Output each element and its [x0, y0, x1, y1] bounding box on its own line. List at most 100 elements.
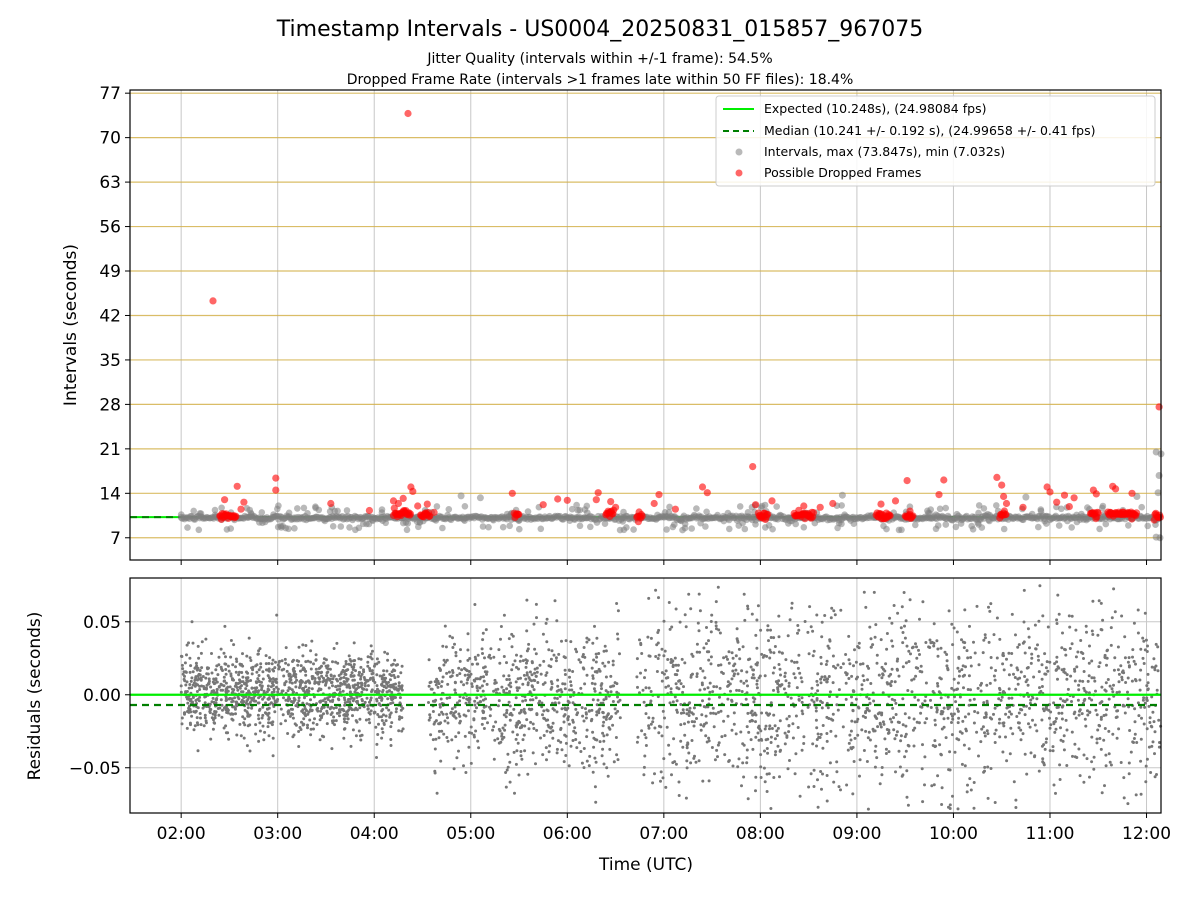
- residual-point: [308, 718, 312, 722]
- residual-point: [261, 677, 265, 681]
- residual-point: [545, 640, 549, 644]
- residual-point: [185, 643, 189, 647]
- interval-point: [1138, 503, 1145, 511]
- residual-point: [319, 688, 323, 692]
- residual-point: [1033, 623, 1037, 627]
- residual-point: [315, 681, 319, 685]
- residual-point: [1062, 748, 1066, 752]
- residual-point: [567, 722, 571, 726]
- residual-point: [929, 706, 933, 709]
- residual-point: [1138, 678, 1142, 682]
- residual-point: [244, 695, 248, 699]
- residual-point: [1106, 678, 1110, 681]
- residual-point: [509, 685, 513, 689]
- residual-point: [704, 714, 708, 718]
- residual-point: [271, 677, 275, 681]
- residual-point: [1104, 764, 1108, 768]
- residual-point: [544, 746, 548, 750]
- residual-point: [1086, 679, 1090, 683]
- residual-point: [194, 699, 198, 702]
- residual-point: [452, 767, 456, 771]
- residual-point: [717, 663, 720, 667]
- residual-point: [388, 713, 392, 717]
- residual-point: [818, 736, 822, 739]
- residual-point: [557, 652, 561, 656]
- residual-point: [377, 689, 381, 693]
- residual-point: [735, 627, 739, 631]
- residual-point: [1098, 737, 1102, 740]
- residual-point: [777, 614, 781, 618]
- residual-point: [616, 632, 619, 636]
- residual-point: [1037, 769, 1041, 773]
- residual-point: [720, 735, 724, 739]
- residual-point: [709, 662, 713, 666]
- residual-point: [727, 661, 731, 665]
- dropped-frame-point: [232, 512, 240, 521]
- residual-point: [394, 663, 398, 667]
- residual-point: [291, 716, 295, 720]
- interval-point: [1083, 516, 1090, 524]
- residual-point: [951, 643, 955, 647]
- residual-point: [962, 686, 965, 690]
- residual-point: [1032, 675, 1036, 679]
- residual-point: [936, 654, 940, 658]
- residual-point: [242, 736, 246, 740]
- residual-point: [526, 681, 530, 685]
- residual-point: [214, 711, 218, 714]
- interval-point: [432, 517, 440, 524]
- residual-point: [1041, 757, 1045, 761]
- residual-point: [618, 716, 622, 720]
- residual-point: [601, 661, 605, 665]
- residual-point: [745, 670, 749, 674]
- residual-point: [709, 711, 713, 715]
- residual-point: [593, 738, 597, 741]
- residual-point: [657, 653, 661, 657]
- residual-point: [666, 676, 670, 680]
- residual-point: [483, 716, 487, 720]
- residual-point: [519, 708, 523, 712]
- residual-point: [647, 716, 651, 720]
- residual-point: [332, 715, 336, 719]
- residual-point: [679, 711, 683, 715]
- residual-point: [639, 643, 643, 647]
- residual-point: [1065, 764, 1069, 767]
- residual-point: [875, 661, 879, 665]
- residual-point: [394, 682, 397, 686]
- residual-point: [825, 774, 829, 777]
- residual-point: [666, 658, 670, 661]
- chart-title: Timestamp Intervals - US0004_20250831_01…: [276, 17, 923, 42]
- residual-point: [1126, 802, 1130, 806]
- residual-point: [261, 670, 265, 674]
- residual-point: [731, 669, 735, 673]
- residual-point: [968, 777, 972, 781]
- residual-point: [559, 740, 563, 744]
- residual-point: [1150, 695, 1154, 699]
- residual-point: [437, 729, 441, 733]
- residual-point: [369, 698, 373, 702]
- residual-point: [895, 730, 899, 734]
- residual-point: [791, 722, 795, 726]
- residual-point: [582, 747, 586, 750]
- residual-point: [802, 742, 806, 745]
- dropped-frame-point: [563, 496, 571, 504]
- residual-point: [234, 712, 237, 716]
- interval-point: [761, 501, 769, 509]
- residual-point: [1008, 752, 1012, 756]
- residual-point: [987, 605, 990, 609]
- residual-point: [765, 711, 768, 715]
- residual-point: [250, 698, 254, 702]
- residual-point: [305, 702, 309, 706]
- residual-point: [223, 662, 227, 666]
- residual-point: [216, 673, 220, 677]
- residual-point: [294, 673, 298, 676]
- residual-point: [368, 721, 372, 725]
- residual-point: [445, 671, 449, 675]
- residual-point: [939, 712, 943, 716]
- residual-point: [520, 757, 524, 761]
- residual-point: [1105, 656, 1109, 660]
- residual-point: [660, 647, 664, 651]
- residual-point: [888, 717, 892, 721]
- residual-point: [205, 666, 209, 670]
- residual-point: [770, 727, 774, 730]
- residual-point: [602, 649, 606, 653]
